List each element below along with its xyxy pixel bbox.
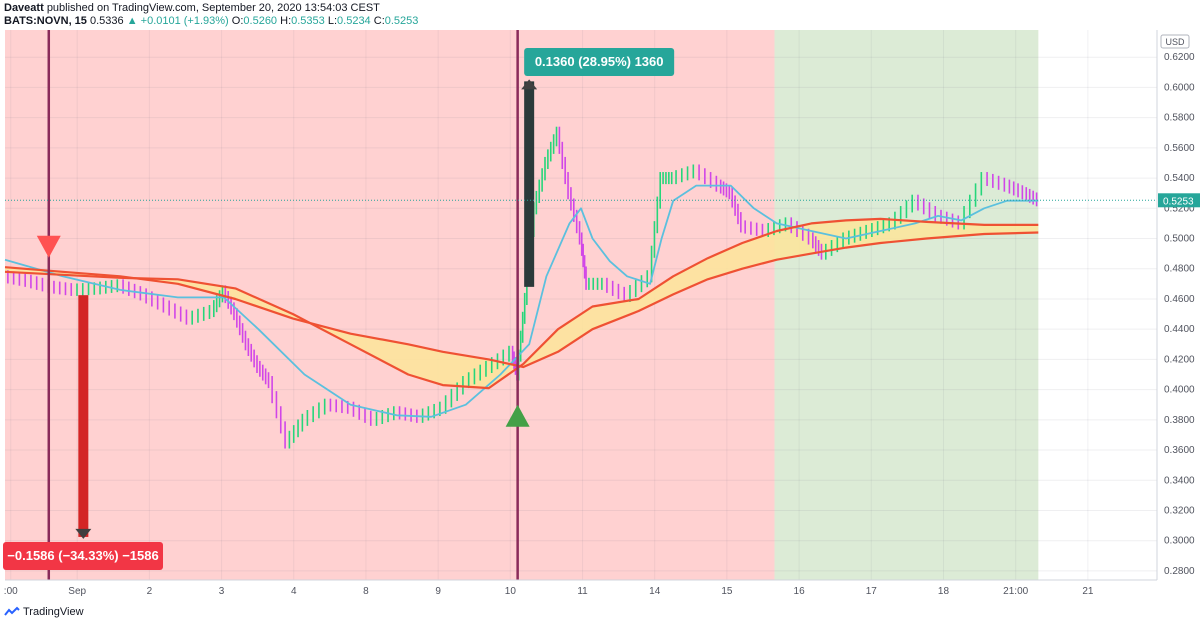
open-value: 0.5260 <box>243 15 278 27</box>
ema-fast-line <box>4 217 1039 390</box>
symbol-legend: BATS:NOVN, 15 0.5336 ▲ +0.0101 (+1.93%) … <box>4 15 418 27</box>
y-tick-label: 0.3000 <box>1164 536 1195 547</box>
long-signal-triangle <box>505 404 530 427</box>
high-label: H: <box>280 15 292 27</box>
publish-info: Daveatt published on TradingView.com, Se… <box>4 2 380 14</box>
y-tick-label: 0.5200 <box>1164 203 1195 214</box>
y-tick-label: 0.3600 <box>1164 445 1195 456</box>
measure-bar <box>524 81 535 287</box>
close-label: C: <box>373 15 385 27</box>
price-change: ▲ +0.0101 (+1.93%) <box>126 15 229 27</box>
currency-badge <box>1160 34 1190 49</box>
x-tick-label: Sep <box>68 586 86 597</box>
short-signal-triangle <box>36 235 61 258</box>
y-tick-label: 0.3800 <box>1164 415 1195 426</box>
tradingview-logo-icon <box>4 606 20 616</box>
footer-brand: TradingView <box>4 606 84 618</box>
open-label: O: <box>231 15 244 27</box>
currency-label: USD <box>1165 37 1185 47</box>
low-label: L: <box>327 15 338 27</box>
measure-label-text: 0.1360 (28.95%) 1360 <box>535 54 664 69</box>
x-tick-label: 4 <box>291 586 297 597</box>
y-tick-label: 0.4600 <box>1164 294 1195 305</box>
y-tick-label: 0.4200 <box>1164 354 1195 365</box>
publish-text: published on TradingView.com, September … <box>46 2 380 14</box>
measure-bar <box>78 295 89 537</box>
y-tick-label: 0.5600 <box>1164 143 1195 154</box>
x-tick-label: 3 <box>219 586 225 597</box>
y-tick-label: 0.3400 <box>1164 475 1195 486</box>
brand-name[interactable]: TradingView <box>23 606 84 618</box>
measure-label-box <box>3 542 163 570</box>
y-tick-label: 0.6000 <box>1164 82 1195 93</box>
y-tick-label: 0.4000 <box>1164 385 1195 396</box>
x-tick-label: 10 <box>505 586 517 597</box>
x-tick-label: 17 <box>866 586 878 597</box>
x-tick-label: 9 <box>435 586 441 597</box>
y-tick-label: 0.5400 <box>1164 173 1195 184</box>
x-tick-label: 15 <box>721 586 733 597</box>
measure-label-box <box>524 48 675 76</box>
price-axis-bg <box>1157 30 1200 580</box>
x-tick-label: 21:00 <box>1003 586 1028 597</box>
y-tick-label: 0.2800 <box>1164 566 1195 577</box>
y-tick-label: 0.3200 <box>1164 505 1195 516</box>
y-tick-label: 0.4800 <box>1164 264 1195 275</box>
x-tick-label: 2 <box>147 586 153 597</box>
measure-arrowhead <box>521 79 538 90</box>
high-value: 0.5353 <box>291 15 325 27</box>
ema-band-fill <box>5 218 1039 389</box>
y-tick-label: 0.6200 <box>1164 52 1195 63</box>
last-price-tag <box>1158 193 1200 208</box>
x-tick-label: 18 <box>938 586 950 597</box>
x-tick-label: 14 <box>649 586 661 597</box>
x-tick-label: :00 <box>4 586 18 597</box>
measure-label-text: −0.1586 (−34.33%) −1586 <box>7 548 158 563</box>
close-value: 0.5253 <box>384 15 419 27</box>
x-tick-label: 11 <box>577 586 588 597</box>
last-price: 0.5336 <box>89 15 124 27</box>
ema-slow-line <box>4 231 1039 369</box>
x-tick-label: 16 <box>794 586 806 597</box>
zone-bull <box>774 30 1039 580</box>
signal-line <box>4 184 1039 418</box>
y-tick-label: 0.4400 <box>1164 324 1195 335</box>
y-tick-label: 0.5000 <box>1164 234 1195 245</box>
x-tick-label: 8 <box>363 586 369 597</box>
zone-bear <box>5 30 775 580</box>
low-value: 0.5234 <box>337 15 371 27</box>
last-price-label: 0.5253 <box>1163 196 1194 207</box>
x-tick-label: 21 <box>1082 586 1094 597</box>
measure-arrowhead <box>75 528 92 539</box>
symbol-name[interactable]: BATS:NOVN, 15 <box>4 15 87 27</box>
y-tick-label: 0.5800 <box>1164 113 1195 124</box>
author-name[interactable]: Daveatt <box>4 2 44 14</box>
